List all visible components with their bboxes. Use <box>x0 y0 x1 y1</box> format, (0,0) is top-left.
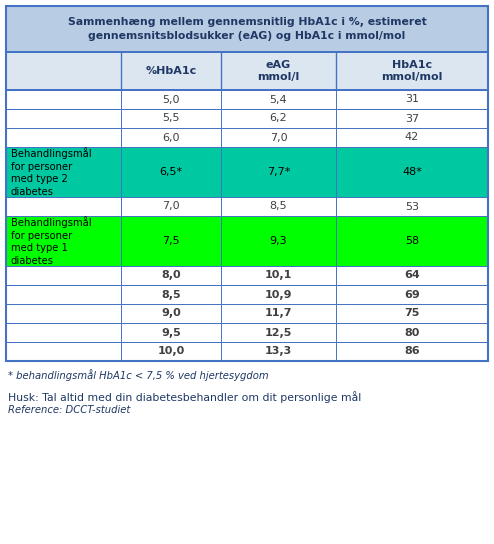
Text: 37: 37 <box>405 114 419 123</box>
Text: 5,5: 5,5 <box>162 114 180 123</box>
Text: 42: 42 <box>405 133 419 143</box>
Text: 10,1: 10,1 <box>265 270 292 281</box>
Bar <box>6 197 488 216</box>
Text: Sammenhæng mellem gennemsnitlig HbA1c i %, estimeret
gennemsnitsblodsukker (eAG): Sammenhæng mellem gennemsnitlig HbA1c i … <box>68 17 426 41</box>
Text: 7,7*: 7,7* <box>267 167 290 177</box>
Text: 80: 80 <box>404 327 420 337</box>
Bar <box>6 304 488 323</box>
Bar <box>6 266 488 285</box>
Text: 8,5: 8,5 <box>270 201 288 212</box>
Text: 31: 31 <box>405 95 419 104</box>
Bar <box>6 109 488 128</box>
Text: 11,7: 11,7 <box>265 308 292 318</box>
Text: 6,2: 6,2 <box>270 114 288 123</box>
Text: 48*: 48* <box>402 167 422 177</box>
Text: 9,3: 9,3 <box>270 236 288 246</box>
Text: 6,0: 6,0 <box>162 133 180 143</box>
Text: 6,5*: 6,5* <box>160 167 183 177</box>
Text: Behandlingsmål
for personer
med type 2
diabetes: Behandlingsmål for personer med type 2 d… <box>11 147 91 197</box>
Text: Reference: DCCT-studiet: Reference: DCCT-studiet <box>8 405 130 415</box>
Text: 64: 64 <box>404 270 420 281</box>
Bar <box>6 90 488 109</box>
Text: 12,5: 12,5 <box>265 327 292 337</box>
Text: 53: 53 <box>405 201 419 212</box>
Bar <box>6 216 488 266</box>
Text: 9,5: 9,5 <box>161 327 181 337</box>
Text: 7,5: 7,5 <box>162 236 180 246</box>
Text: 69: 69 <box>404 289 420 300</box>
Text: 10,9: 10,9 <box>265 289 292 300</box>
Text: %HbA1c: %HbA1c <box>145 66 197 76</box>
Text: Behandlingsmål
for personer
med type 1
diabetes: Behandlingsmål for personer med type 1 d… <box>11 216 91 266</box>
Text: * behandlingsmål HbA1c < 7,5 % ved hjertesygdom: * behandlingsmål HbA1c < 7,5 % ved hjert… <box>8 369 269 381</box>
Bar <box>6 342 488 361</box>
Text: 10,0: 10,0 <box>158 347 185 356</box>
Bar <box>6 147 488 197</box>
Bar <box>6 6 488 52</box>
Bar <box>6 323 488 342</box>
Text: 9,0: 9,0 <box>161 308 181 318</box>
Text: HbA1c
mmol/mol: HbA1c mmol/mol <box>381 60 443 82</box>
Text: 58: 58 <box>405 236 419 246</box>
Text: 86: 86 <box>404 347 420 356</box>
Text: 5,0: 5,0 <box>162 95 180 104</box>
Text: 5,4: 5,4 <box>270 95 288 104</box>
Text: 8,0: 8,0 <box>161 270 181 281</box>
Bar <box>6 285 488 304</box>
Text: eAG
mmol/l: eAG mmol/l <box>257 60 300 82</box>
Text: 8,5: 8,5 <box>161 289 181 300</box>
Text: 13,3: 13,3 <box>265 347 292 356</box>
Text: 7,0: 7,0 <box>270 133 288 143</box>
Bar <box>6 128 488 147</box>
Text: Husk: Tal altid med din diabetesbehandler om dit personlige mål: Husk: Tal altid med din diabetesbehandle… <box>8 391 361 403</box>
Bar <box>6 6 488 361</box>
Text: 7,0: 7,0 <box>162 201 180 212</box>
Bar <box>6 52 488 90</box>
Text: 75: 75 <box>404 308 420 318</box>
